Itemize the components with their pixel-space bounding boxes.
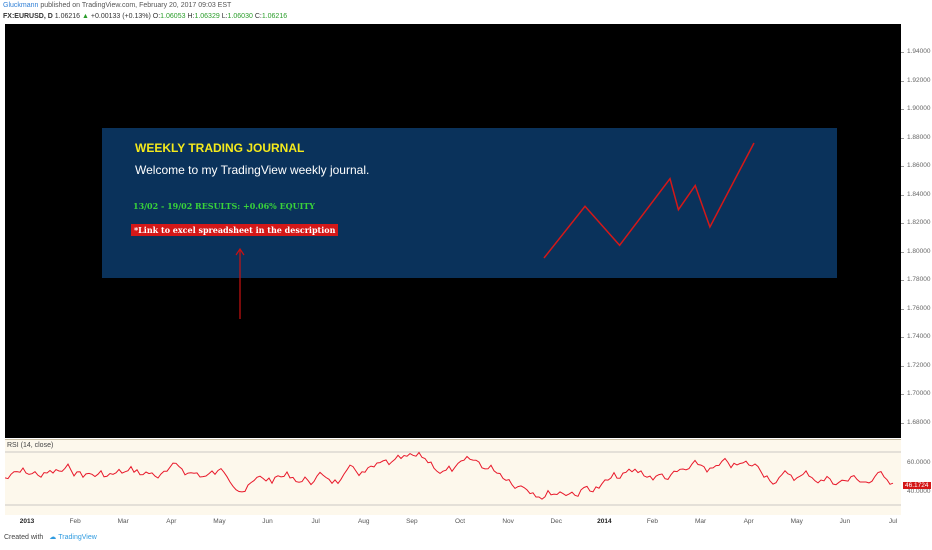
open-label: O: [152,13,161,20]
price-tick-label: 1.72000 [907,361,931,369]
annotation-arrow-icon [235,247,245,319]
rsi-pane[interactable]: RSI (14, close) [5,439,901,516]
journal-welcome-text: Welcome to my TradingView weekly journal… [135,163,370,177]
time-tick-label: Feb [69,518,81,525]
price-tick-label: 1.68000 [907,418,931,426]
change-up-icon: ▲ [82,13,89,20]
rsi-line [5,451,894,500]
time-tick-label: Jul [311,518,320,525]
price-tick-mark [901,137,904,139]
time-tick-label: Aug [357,518,370,525]
price-tick-mark [901,194,904,196]
time-tick-label: Jul [888,518,898,525]
author-link[interactable]: Gluckmann [3,2,39,9]
price-tick-label: 1.94000 [907,48,931,55]
equity-curve-line [543,142,755,259]
created-with-text: Created with [4,534,44,541]
price-tick-mark [901,52,904,53]
price-tick-mark [901,223,904,224]
high-value: 1.06329 [194,13,220,20]
time-tick-label: May [790,518,803,525]
low-value: 1.06030 [227,13,253,20]
price-tick-label: 1.92000 [907,76,931,84]
price-tick-mark [901,166,904,167]
high-label: H: [187,13,195,20]
time-tick-label: Feb [646,518,659,525]
open-value: 1.06053 [160,13,186,20]
rsi-tick-label: 60.0000 [907,459,931,466]
low-label: L: [221,13,228,20]
rsi-plot [5,451,901,506]
price-tick-mark [901,337,904,338]
price-tick-mark [901,394,904,395]
price-tick-mark [901,308,904,310]
symbol-info: FX:EURUSD, D 1.06216 ▲ +0.00133 (+0.13%)… [3,13,287,20]
price-tick-label: 1.76000 [907,304,931,312]
price-tick-label: 1.82000 [907,219,931,226]
symbol-label: FX:EURUSD, D [3,13,53,20]
publish-info: Gluckmann published on TradingView.com, … [3,2,231,9]
price-tick-label: 1.74000 [907,333,931,340]
time-tick-label: Sep [406,518,418,525]
time-tick-label: 2013 [19,518,35,525]
price-axis[interactable]: 1.94000 1.92000 1.90000 1.88000 1.86000 1.840… [901,24,932,515]
price-tick-label: 1.70000 [907,390,931,397]
equity-curve-drawing [543,142,755,259]
last-price: 1.06216 [54,13,81,20]
price-tick-mark [901,109,904,110]
close-value: 1.06216 [261,13,288,20]
price-tick-mark [901,80,904,82]
time-tick-label: Jun [839,518,851,525]
time-tick-label: Dec [550,518,562,525]
rsi-label: RSI (14, close) [7,442,54,449]
time-tick-label: Oct [454,518,466,525]
close-label: C: [254,13,262,20]
time-tick-label: Apr [166,518,177,525]
tradingview-brand-link[interactable]: TradingView [58,534,97,541]
journal-results-text: 13/02 - 19/02 RESULTS: +0.06% EQUITY [133,201,316,211]
time-axis[interactable]: 2013 Feb Mar Apr May Jun Jul Aug Sep Oct Nov Dec 201… [5,515,901,527]
time-tick-label: Mar [117,518,129,525]
time-tick-label: Apr [743,518,754,525]
time-tick-label: May [213,518,226,525]
time-tick-label: Jun [262,518,273,525]
price-tick-mark [901,251,904,253]
rsi-tick-label: 40.0000 [907,488,931,495]
price-change: +0.00133 (+0.13%) [90,13,151,20]
price-tick-mark [901,365,904,367]
time-tick-label: Nov [502,518,514,525]
time-tick-label: Mar [694,518,707,525]
tradingview-logo-icon: ☁ [49,534,57,541]
journal-link-note: *Link to excel spreadsheet in the descri… [131,224,339,236]
price-tick-label: 1.86000 [907,162,931,169]
price-tick-label: 1.80000 [907,247,931,255]
publish-date-text: published on TradingView.com, February 2… [40,2,232,9]
price-tick-label: 1.84000 [907,190,931,198]
price-tick-mark [901,280,904,281]
journal-panel: WEEKLY TRADING JOURNAL Welcome to my Tra… [102,128,837,278]
footer: Created with ☁ TradingView [4,533,97,541]
price-tick-mark [901,422,904,424]
price-tick-label: 1.90000 [907,105,931,112]
price-tick-label: 1.78000 [907,276,931,283]
journal-title: WEEKLY TRADING JOURNAL [135,141,305,155]
time-tick-label: 2014 [597,518,612,525]
rsi-current-badge: 46.1724 [903,482,931,489]
price-tick-label: 1.88000 [907,133,931,141]
